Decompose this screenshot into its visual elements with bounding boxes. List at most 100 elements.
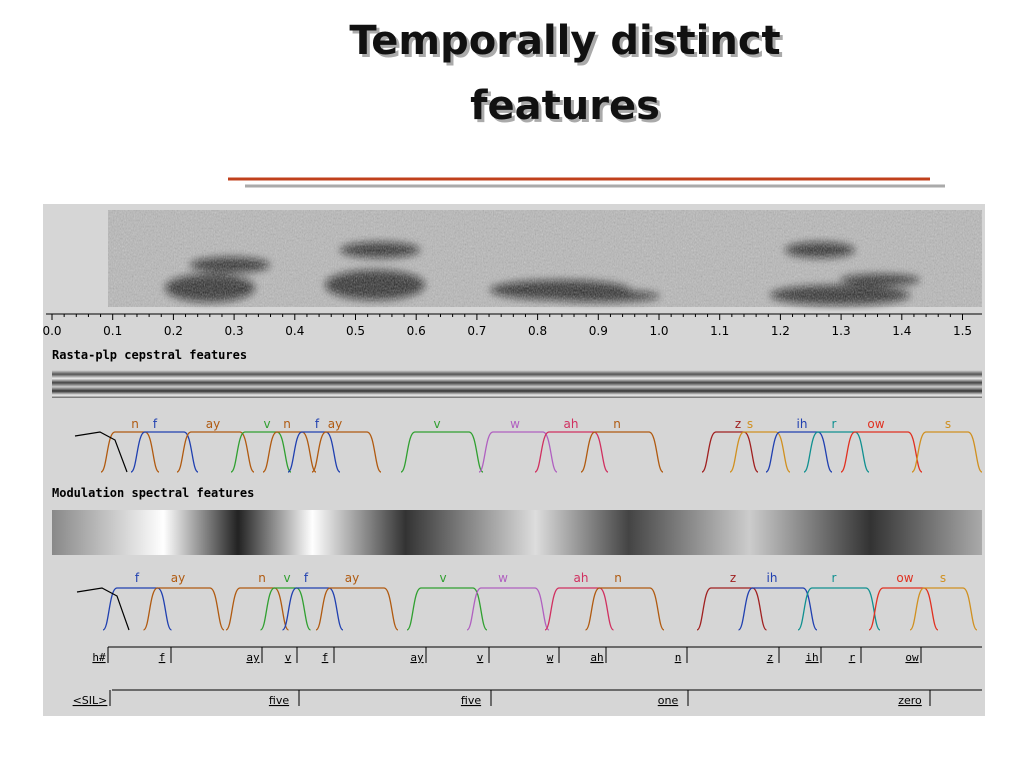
phone-segments: h# f ay v f ay v w ah n z ih r ow <box>92 647 922 664</box>
phone-curve <box>315 587 399 631</box>
phone-curve <box>534 431 609 473</box>
tick-label: 0.4 <box>285 324 304 338</box>
phone-curve <box>130 431 199 473</box>
phone-label: s <box>747 417 753 431</box>
phone-segment: v <box>285 651 292 664</box>
tick-label: 0.8 <box>528 324 547 338</box>
tick-label: 0.7 <box>467 324 486 338</box>
phone-label: v <box>433 417 440 431</box>
phone-segment: w <box>547 651 554 664</box>
phone-segment: ah <box>590 651 603 664</box>
phone-label: w <box>510 417 520 431</box>
phone-label: ay <box>206 417 220 431</box>
word-segment: <SIL> <box>73 694 108 707</box>
phone-label: v <box>439 571 446 585</box>
phone-label: v <box>283 571 290 585</box>
phone-curve <box>100 431 160 473</box>
title: Temporally distinct features Temporally … <box>349 18 783 132</box>
phone-segment: n <box>675 651 682 664</box>
tick-label: 1.1 <box>710 324 729 338</box>
feature-band <box>52 370 982 398</box>
phone-curve <box>544 587 615 631</box>
phone-label: v <box>263 417 270 431</box>
phone-label: s <box>945 417 951 431</box>
phone-label: f <box>304 571 309 585</box>
phone-curve <box>466 587 550 631</box>
phone-segment: z <box>767 651 774 664</box>
word-segment: five <box>269 694 289 707</box>
phone-segment: ay <box>246 651 260 664</box>
phone-curve <box>737 587 818 631</box>
phone-label: ih <box>797 417 808 431</box>
phone-label: z <box>735 417 741 431</box>
phone-label: z <box>730 571 736 585</box>
phone-curve <box>230 431 292 473</box>
phone-curve <box>311 431 382 473</box>
phone-segment: r <box>849 651 856 664</box>
posterior-curves: n f ay v n f ay v w ah n z s ih r ow s <box>74 417 983 473</box>
phone-label: n <box>258 571 266 585</box>
phone-label: f <box>315 417 320 431</box>
phone-label: n <box>131 417 139 431</box>
phone-segment: f <box>322 651 329 664</box>
tick-label: 0.1 <box>103 324 122 338</box>
phone-curve <box>765 431 833 473</box>
phone-label: n <box>613 417 621 431</box>
phone-curve <box>696 587 768 631</box>
phone-curve <box>225 587 290 631</box>
phone-curve <box>701 431 759 473</box>
word-segment: zero <box>898 694 922 707</box>
tick-label: 0.2 <box>164 324 183 338</box>
tick-label: 1.3 <box>832 324 851 338</box>
phone-curve <box>176 431 255 473</box>
phone-curve <box>102 587 173 631</box>
phone-label: ah <box>574 571 589 585</box>
phone-segment: v <box>477 651 484 664</box>
phone-label: ih <box>767 571 778 585</box>
tick-label: 0.5 <box>346 324 365 338</box>
phone-curve <box>406 587 488 631</box>
tick-label: 1.5 <box>953 324 972 338</box>
phone-curve <box>729 431 791 473</box>
phone-label: s <box>940 571 946 585</box>
word-segment: five <box>461 694 481 707</box>
phone-label: ay <box>345 571 359 585</box>
tick-label: 0.9 <box>589 324 608 338</box>
title-line: Temporally distinct <box>349 18 780 64</box>
phone-curve <box>803 431 870 473</box>
phone-curve <box>911 431 983 473</box>
phone-label: ah <box>564 417 579 431</box>
word-segment: one <box>658 694 679 707</box>
phone-curve <box>259 587 312 631</box>
title-line: features <box>470 83 660 129</box>
title-shadow: features <box>473 86 663 132</box>
tick-label: 1.4 <box>892 324 911 338</box>
phone-label: n <box>614 571 622 585</box>
phone-label: n <box>283 417 291 431</box>
feature-band <box>52 510 982 555</box>
phone-curve <box>281 587 344 631</box>
panel-label: Rasta-plp cepstral features <box>52 348 247 362</box>
phone-curve <box>797 587 881 631</box>
phone-label: ow <box>896 571 913 585</box>
phone-curve <box>868 587 939 631</box>
phone-segment: h# <box>92 651 106 664</box>
phone-label: ow <box>867 417 884 431</box>
spectrogram-noise <box>108 210 982 307</box>
phone-label: f <box>153 417 158 431</box>
phone-curve <box>580 431 664 473</box>
tick-label: 1.0 <box>649 324 668 338</box>
phone-segment: ow <box>905 651 919 664</box>
phone-curve <box>584 587 665 631</box>
tick-label: 0.0 <box>42 324 61 338</box>
phone-curve <box>909 587 978 631</box>
posterior-curves: f ay n v f ay v w ah n z ih r ow s <box>76 571 978 631</box>
phone-curve <box>76 587 130 631</box>
phone-curve <box>478 431 558 473</box>
phone-segment: ay <box>410 651 424 664</box>
phone-label: ay <box>171 571 185 585</box>
tick-label: 0.3 <box>225 324 244 338</box>
phone-segment: ih <box>805 651 818 664</box>
